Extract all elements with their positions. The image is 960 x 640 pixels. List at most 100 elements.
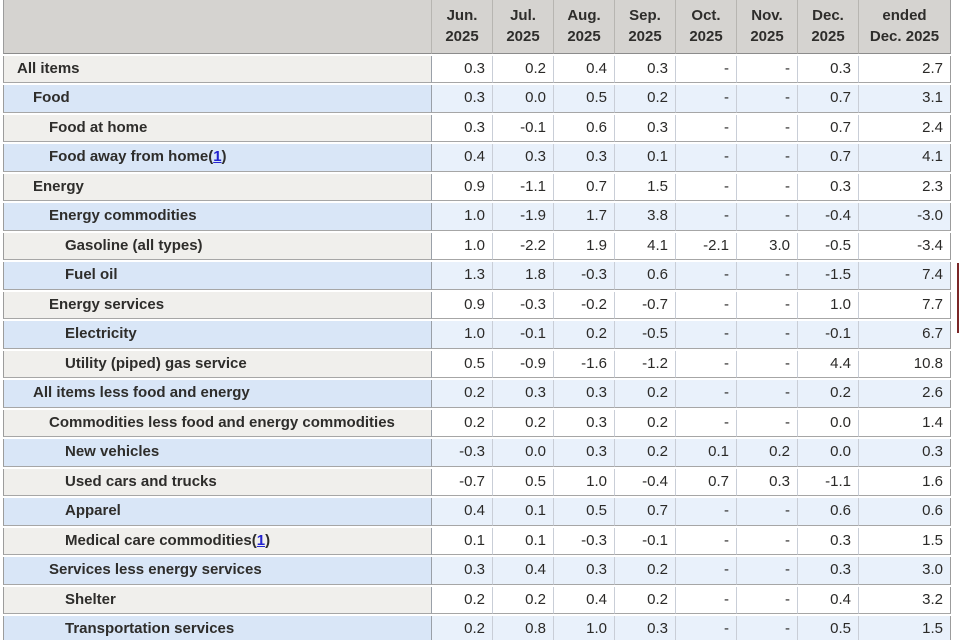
value-cell: 4.1: [615, 232, 676, 260]
column-header: Sep. 2025: [615, 0, 676, 54]
column-header-line1: Nov.: [751, 7, 783, 25]
row-label: Energy: [33, 177, 84, 195]
scrollbar-thumb[interactable]: [957, 263, 959, 333]
value-cell: 1.0: [432, 232, 493, 260]
row-label-cell: Apparel: [3, 498, 432, 526]
value-cell: -3.4: [859, 232, 951, 260]
value-cell: -: [737, 409, 798, 437]
value-cell: -: [676, 321, 737, 349]
row-label: All items: [17, 59, 80, 77]
value-cell: 0.6: [554, 114, 615, 142]
value-cell: 3.0: [737, 232, 798, 260]
column-header-line2: 2025: [628, 28, 662, 46]
value-cell: -: [676, 55, 737, 83]
table-row: Used cars and trucks -0.7 0.5 1.0 -0.4 0.7 0.3…: [3, 468, 951, 496]
value-cell: 10.8: [859, 350, 951, 378]
value-cell: -1.2: [615, 350, 676, 378]
value-cell: -0.5: [798, 232, 859, 260]
footnote-link[interactable]: 1: [213, 148, 222, 166]
value-cell: -: [676, 114, 737, 142]
column-header-line2: 2025: [750, 28, 784, 46]
table-row: New vehicles -0.3 0.0 0.3 0.2 0.1 0.2 0.0 0.3: [3, 439, 951, 467]
column-header: Jul. 2025: [493, 0, 554, 54]
value-cell: 0.1: [615, 144, 676, 172]
value-cell: 0.2: [798, 380, 859, 408]
table-row: Shelter 0.2 0.2 0.4 0.2- -0.4 3.2: [3, 586, 951, 614]
scrollbar-track[interactable]: [952, 0, 960, 640]
table-row: Medical care commodities(1) 0.1 0.1 -0.3 -0.…: [3, 527, 951, 555]
value-cell: -: [676, 616, 737, 640]
table-row: Energy services 0.9 -0.3 -0.2 -0.7- -1.0 7.7: [3, 291, 951, 319]
value-cell: 0.7: [615, 498, 676, 526]
row-label-cell: Energy commodities: [3, 203, 432, 231]
row-label: Apparel: [65, 502, 121, 520]
value-cell: 0.2: [432, 616, 493, 640]
row-label: Used cars and trucks: [65, 472, 217, 490]
value-cell: -: [737, 498, 798, 526]
table-row: Apparel 0.4 0.1 0.5 0.7- -0.6 0.6: [3, 498, 951, 526]
row-label-cell: Shelter: [3, 586, 432, 614]
value-cell: 0.2: [493, 55, 554, 83]
footnote-link[interactable]: 1: [256, 531, 266, 549]
row-label: Medical care commodities: [65, 531, 252, 549]
value-cell: 0.6: [615, 262, 676, 290]
row-label: Food away from home: [49, 148, 209, 166]
value-cell: -: [676, 173, 737, 201]
value-cell: 0.3: [798, 173, 859, 201]
column-header: ended Dec. 2025: [859, 0, 951, 54]
value-cell: 0.1: [432, 527, 493, 555]
value-cell: 0.7: [798, 114, 859, 142]
row-label-cell: New vehicles: [3, 439, 432, 467]
value-cell: 0.3: [615, 114, 676, 142]
value-cell: 7.4: [859, 262, 951, 290]
value-cell: -: [676, 527, 737, 555]
value-cell: -: [676, 409, 737, 437]
value-cell: -0.1: [615, 527, 676, 555]
row-label: Food at home: [49, 118, 148, 136]
table-row: Commodities less food and energy commodi…: [3, 409, 951, 437]
value-cell: -: [676, 144, 737, 172]
value-cell: 1.5: [859, 527, 951, 555]
value-cell: 0.1: [676, 439, 737, 467]
value-cell: 0.5: [432, 350, 493, 378]
value-cell: 1.7: [554, 203, 615, 231]
value-cell: -1.6: [554, 350, 615, 378]
row-label: Shelter: [65, 590, 116, 608]
value-cell: 0.2: [493, 409, 554, 437]
table-row: All items 0.3 0.2 0.4 0.3- -0.3 2.7: [3, 55, 951, 83]
value-cell: -0.4: [615, 468, 676, 496]
footnote-paren-close: ): [221, 148, 227, 166]
value-cell: -1.1: [493, 173, 554, 201]
cpi-data-table: Jun. 2025 Jul. 2025 Aug. 2025 Sep. 2025 Oct. 2025…: [3, 0, 951, 640]
value-cell: -: [676, 291, 737, 319]
value-cell: 1.3: [432, 262, 493, 290]
value-cell: -: [737, 616, 798, 640]
value-cell: 0.2: [432, 586, 493, 614]
row-label-cell: Commodities less food and energy commodi…: [3, 409, 432, 437]
row-label-cell: Fuel oil: [3, 262, 432, 290]
row-label: New vehicles: [65, 443, 160, 461]
value-cell: 4.1: [859, 144, 951, 172]
value-cell: 3.2: [859, 586, 951, 614]
value-cell: 4.4: [798, 350, 859, 378]
row-label: Gasoline (all types): [65, 236, 203, 254]
row-label-cell: Food: [3, 85, 432, 113]
value-cell: -: [737, 114, 798, 142]
value-cell: 0.6: [798, 498, 859, 526]
value-cell: 0.3: [554, 380, 615, 408]
value-cell: -0.3: [432, 439, 493, 467]
value-cell: 3.8: [615, 203, 676, 231]
table-row: Energy 0.9 -1.1 0.7 1.5- -0.3 2.3: [3, 173, 951, 201]
column-header-line2: 2025: [506, 28, 540, 46]
row-label: Utility (piped) gas service: [65, 354, 247, 372]
value-cell: -0.9: [493, 350, 554, 378]
value-cell: 0.7: [798, 144, 859, 172]
column-header-line1: Aug.: [567, 7, 601, 25]
value-cell: -: [676, 586, 737, 614]
value-cell: -: [676, 350, 737, 378]
value-cell: 0.2: [615, 85, 676, 113]
value-cell: 0.3: [432, 114, 493, 142]
value-cell: 0.4: [432, 498, 493, 526]
value-cell: -: [737, 350, 798, 378]
value-cell: 0.2: [615, 586, 676, 614]
